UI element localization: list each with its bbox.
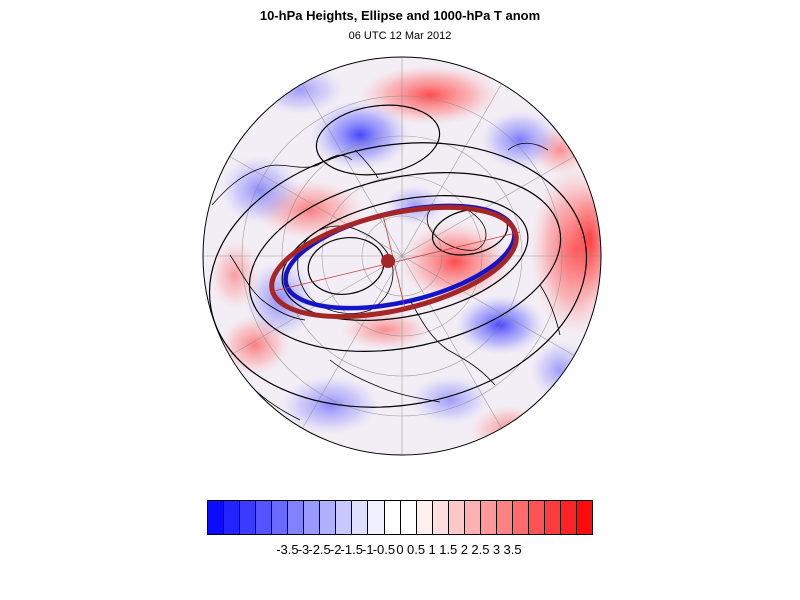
colorbar-tick-label: 1 bbox=[428, 542, 436, 557]
colorbar-tick-label: 3.5 bbox=[503, 542, 522, 557]
colorbar-swatch bbox=[448, 501, 465, 534]
colorbar-swatch bbox=[336, 501, 353, 534]
ellipse-major-axis bbox=[269, 231, 521, 293]
colorbar-swatch bbox=[240, 501, 257, 534]
colorbar-swatch bbox=[432, 501, 449, 534]
colorbar-swatch bbox=[288, 501, 305, 534]
colorbar bbox=[207, 500, 593, 535]
ellipse-centroid bbox=[381, 254, 395, 268]
colorbar-tick-label: 2 bbox=[460, 542, 468, 557]
colorbar-swatch bbox=[480, 501, 497, 534]
colorbar-swatch bbox=[208, 501, 225, 534]
colorbar-tick-label: 3 bbox=[492, 542, 501, 557]
colorbar-tick-label: 0.5 bbox=[407, 542, 426, 557]
colorbar-swatch bbox=[544, 501, 562, 534]
colorbar-swatch bbox=[224, 501, 241, 534]
colorbar-tick-label: 0 bbox=[396, 542, 404, 557]
colorbar-labels: -3.5 -3 -2.5 -2 -1.5 -1 -0.5 0 0.5 1 1.5 2 2.5 3 3.5 bbox=[0, 542, 800, 560]
colorbar-swatch bbox=[496, 501, 513, 534]
fitted-ellipse bbox=[269, 204, 521, 320]
chart-title: 10-hPa Heights, Ellipse and 1000-hPa T a… bbox=[259, 8, 541, 23]
map-boundary bbox=[202, 56, 602, 456]
colorbar-swatch bbox=[384, 501, 401, 534]
colorbar-tick-label: -2.5 bbox=[308, 542, 331, 557]
colorbar-swatch bbox=[256, 501, 273, 534]
colorbar-swatch bbox=[577, 501, 593, 534]
colorbar-swatch bbox=[272, 501, 289, 534]
colorbar-swatch bbox=[464, 501, 481, 534]
colorbar-swatch bbox=[368, 501, 385, 534]
colorbar-tick-label: -0.5 bbox=[372, 542, 396, 557]
colorbar-swatch bbox=[352, 501, 369, 534]
colorbar-swatch bbox=[416, 501, 433, 534]
colorbar-swatch bbox=[400, 501, 417, 534]
colorbar-tick-label: 2.5 bbox=[471, 542, 490, 557]
colorbar-swatch bbox=[528, 501, 545, 534]
colorbar-swatch bbox=[512, 501, 529, 534]
height-contours bbox=[208, 104, 588, 408]
colorbar-swatch bbox=[304, 501, 321, 534]
colorbar-tick-label: -3.5 bbox=[276, 542, 299, 557]
colorbar-swatch bbox=[320, 501, 337, 534]
colorbar-swatch bbox=[561, 501, 578, 534]
colorbar-tick-label: -3 bbox=[297, 542, 310, 557]
colorbar-tick-label: 1.5 bbox=[439, 542, 458, 557]
colorbar-tick-label: -1.5 bbox=[340, 542, 363, 557]
colorbar-tick-label: -1 bbox=[362, 542, 374, 557]
chart-subtitle: 06 UTC 12 Mar 2012 bbox=[348, 30, 452, 42]
colorbar-tick-label: -2 bbox=[329, 542, 342, 557]
